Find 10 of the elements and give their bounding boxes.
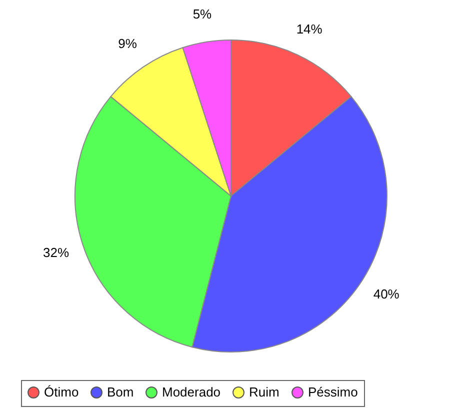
legend-label: Moderado <box>162 384 221 400</box>
legend-label: Ótimo <box>44 384 79 400</box>
data-label: 5% <box>192 6 212 22</box>
legend-label: Péssimo <box>308 384 358 400</box>
data-label: 9% <box>118 36 138 51</box>
legend-label: Bom <box>107 384 134 400</box>
data-label: 32% <box>42 244 70 260</box>
data-label: 14% <box>296 22 323 37</box>
data-label: 40% <box>373 286 400 302</box>
legend-label: Ruim <box>249 384 280 400</box>
